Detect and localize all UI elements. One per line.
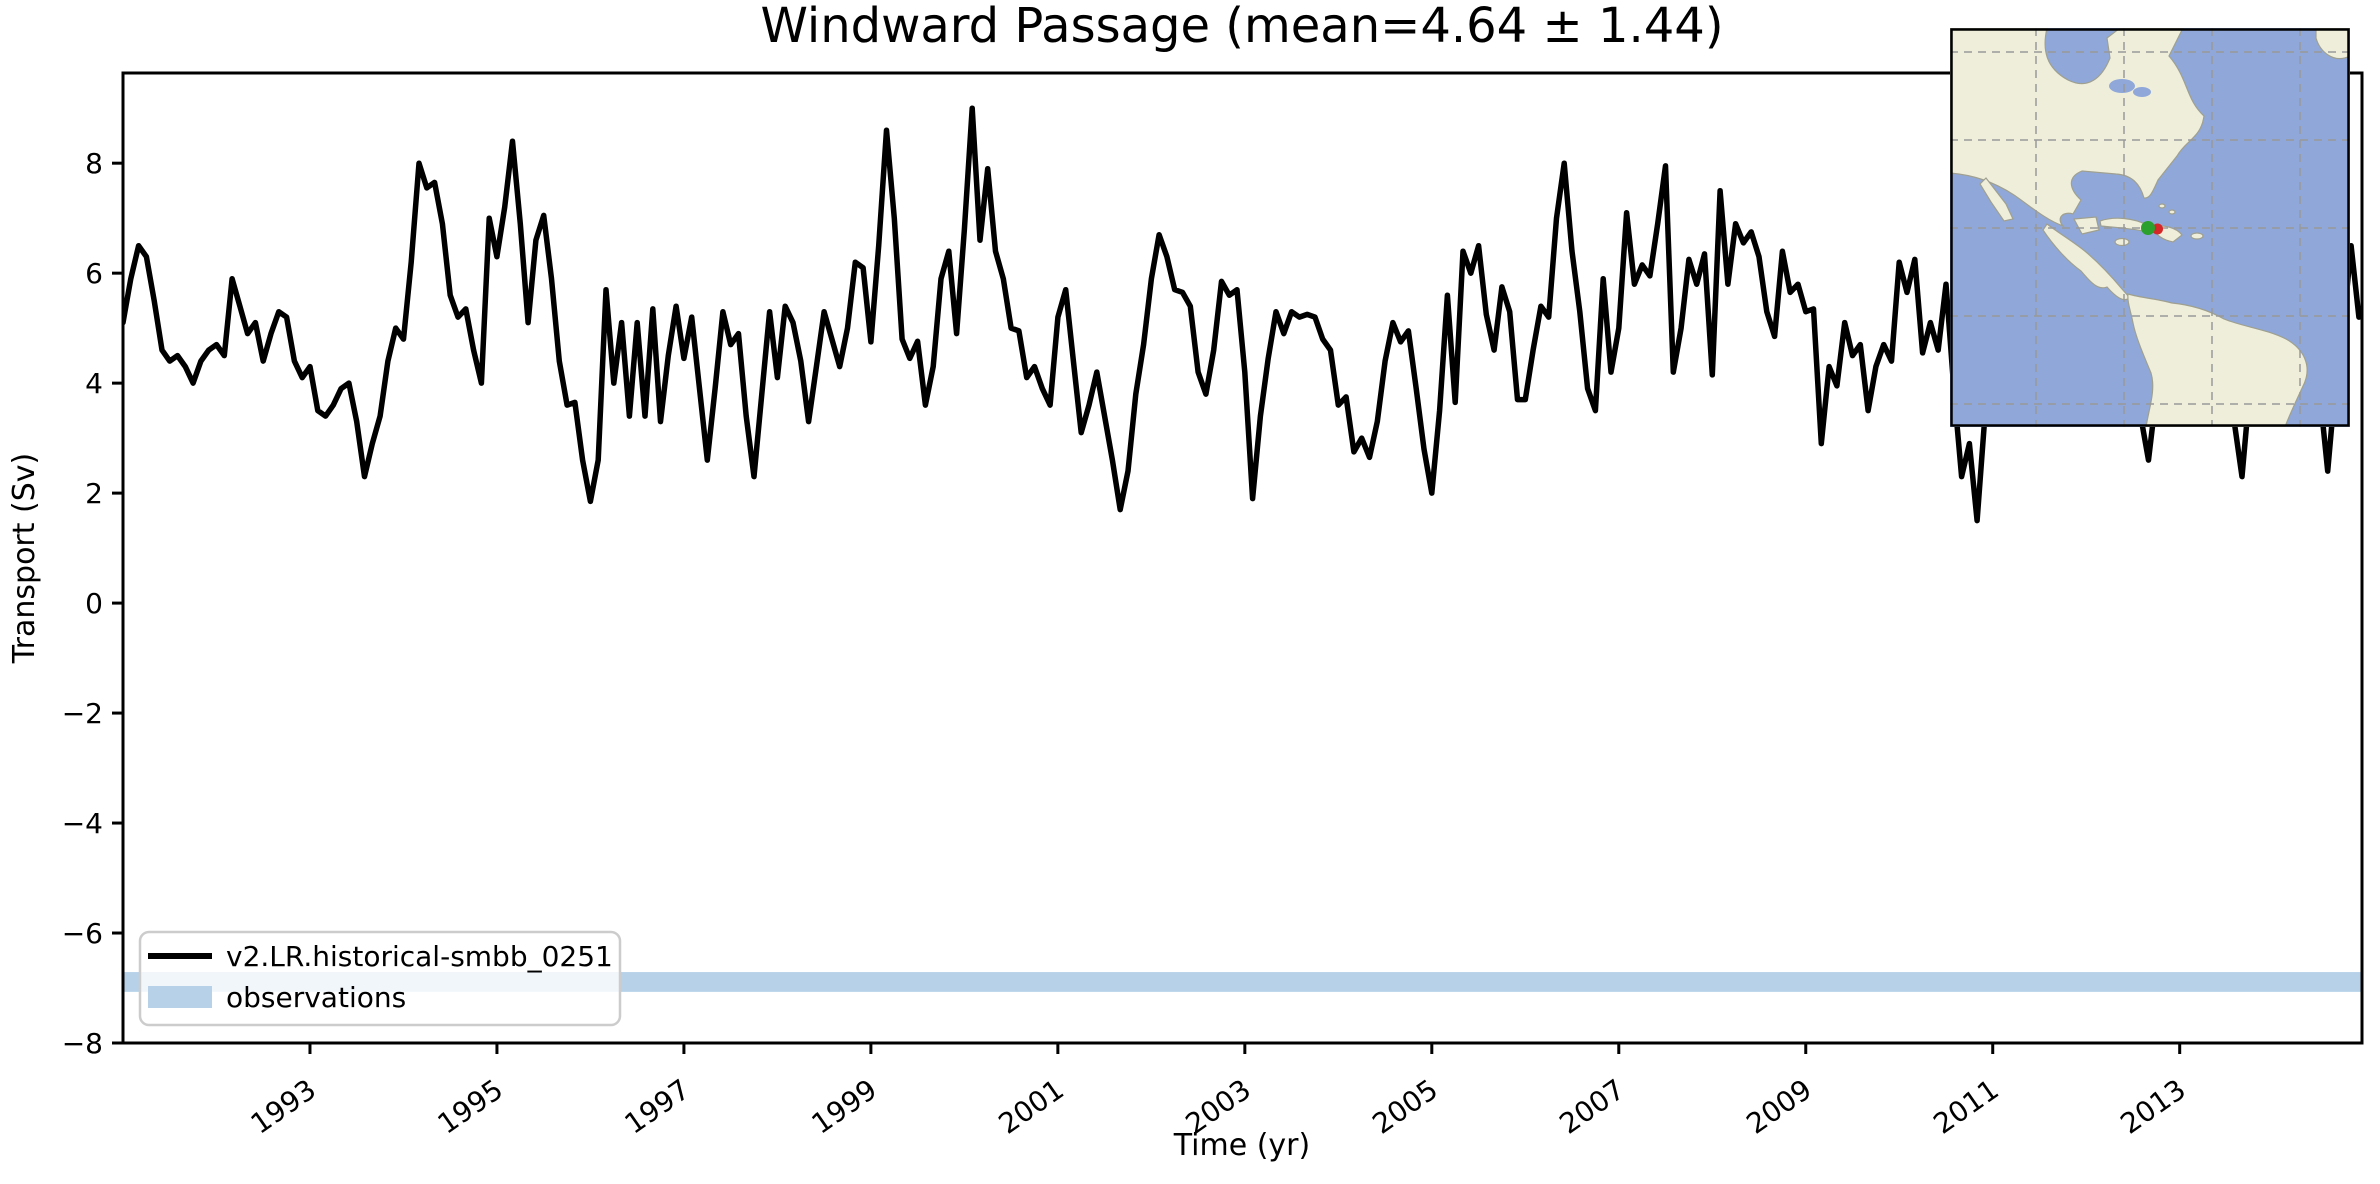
x-tick-label: 2007 (1553, 1073, 1630, 1141)
x-tick-label: 1997 (619, 1073, 696, 1141)
puerto-rico-island (2190, 232, 2204, 240)
chart-title: Windward Passage (mean=4.64 ± 1.44) (760, 0, 1723, 54)
green-location-marker (2141, 221, 2155, 235)
hudson-bay (2052, 36, 2104, 76)
inset-locator-map (1950, 28, 2350, 427)
north-america-landmass (1950, 28, 2205, 228)
bahamas-1 (2158, 203, 2166, 209)
y-tick-label: −8 (62, 1027, 103, 1060)
x-tick-label: 1993 (245, 1073, 322, 1141)
greenland-landmass (2315, 28, 2350, 60)
great-lakes-2 (2133, 87, 2151, 97)
plot-border (121, 71, 2364, 1045)
y-axis-label: Transport (Sv) (7, 453, 42, 665)
x-axis-ticks: 1993 1995 1997 1999 2001 2003 2005 2007 2009 2011… (245, 1043, 2192, 1141)
y-tick-label: 6 (85, 257, 103, 290)
x-tick-label: 2013 (2114, 1073, 2191, 1141)
legend-series-label: v2.LR.historical-smbb_0251 (226, 940, 613, 973)
y-tick-label: −4 (62, 807, 103, 840)
legend-band-label: observations (226, 981, 406, 1014)
south-america-landmass (2127, 293, 2308, 427)
x-tick-label: 2009 (1740, 1073, 1817, 1141)
x-tick-label: 2001 (993, 1073, 1070, 1141)
x-tick-label: 1995 (432, 1073, 509, 1141)
x-tick-label: 2011 (1927, 1073, 2004, 1141)
y-tick-label: 0 (85, 587, 103, 620)
legend-box (138, 930, 622, 1027)
x-axis-label: Time (yr) (1173, 1128, 1310, 1163)
observations-band (123, 972, 2362, 992)
bahamas-2 (2168, 209, 2176, 215)
y-axis-ticks: −8 −6 −4 −2 0 2 4 6 8 (62, 147, 123, 1060)
y-tick-label: 8 (85, 147, 103, 180)
yucatan (2073, 216, 2100, 235)
x-tick-label: 2005 (1367, 1073, 1444, 1141)
y-tick-label: −2 (62, 697, 103, 730)
y-tick-label: 4 (85, 367, 103, 400)
jamaica-island (2114, 237, 2130, 247)
great-lakes (2109, 79, 2135, 93)
map-border (1950, 28, 2350, 427)
y-tick-label: 2 (85, 477, 103, 510)
central-america (2042, 223, 2131, 301)
legend-band-sample (148, 986, 212, 1008)
legend: v2.LR.historical-smbb_0251 observations (138, 930, 622, 1027)
y-tick-label: −6 (62, 917, 103, 950)
x-tick-label: 1999 (806, 1073, 883, 1141)
baja-peninsula (1979, 177, 2014, 222)
